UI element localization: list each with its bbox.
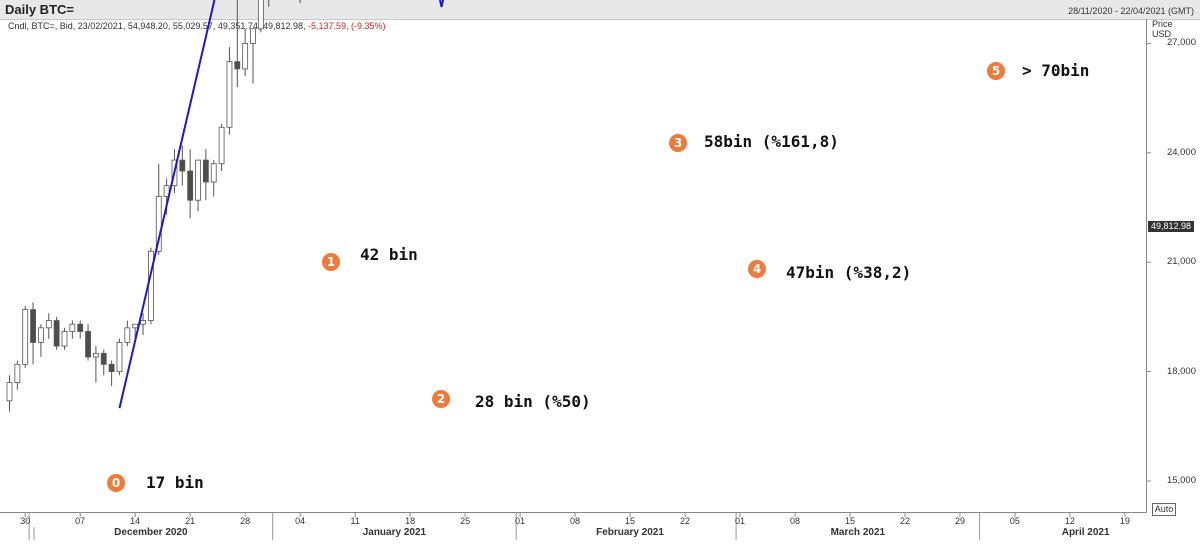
y-tick-label: 24,000 bbox=[1166, 146, 1196, 158]
wave-label-4: 47bin (%38,2) bbox=[786, 263, 912, 282]
x-tick-label: 07 bbox=[75, 516, 86, 526]
x-tick-label: 05 bbox=[1009, 516, 1020, 526]
x-tick-label: 21 bbox=[185, 516, 196, 526]
wave-label-1: 42 bin bbox=[360, 245, 418, 264]
wave-badge-5: 5 bbox=[987, 62, 1005, 80]
candle-body bbox=[250, 28, 256, 44]
date-range: 28/11/2020 - 22/04/2021 (GMT) bbox=[1068, 6, 1194, 16]
candle-body bbox=[100, 352, 107, 365]
wave-label-5: > 70bin bbox=[1022, 61, 1090, 80]
x-tick-label: 04 bbox=[295, 516, 306, 526]
x-tick-label: 11 bbox=[350, 516, 360, 526]
price-axis-currency: USD bbox=[1152, 29, 1172, 39]
candle-body bbox=[234, 61, 241, 70]
x-tick-label: 01 bbox=[515, 516, 526, 526]
x-tick-label: 29 bbox=[954, 516, 965, 526]
candle-body bbox=[202, 159, 209, 183]
price-axis-header: Price USD bbox=[1152, 19, 1173, 39]
x-tick-label: 30 bbox=[20, 516, 31, 526]
candle-body bbox=[195, 159, 201, 201]
candle-body bbox=[218, 126, 225, 165]
candle-body bbox=[210, 163, 217, 183]
y-tick-label: 21,000 bbox=[1166, 256, 1196, 268]
wave-badge-4: 4 bbox=[748, 260, 766, 278]
candle-body bbox=[85, 331, 91, 358]
candle-body bbox=[53, 320, 60, 347]
candle-body bbox=[187, 170, 194, 201]
x-tick-label: 22 bbox=[899, 516, 910, 526]
x-tick-label: 19 bbox=[1119, 516, 1130, 526]
x-month-label: March 2021 bbox=[830, 527, 886, 538]
candle-body bbox=[22, 309, 29, 365]
ohlc-info: Cndl, BTC=, Bid, 23/02/2021, 54,948.20, … bbox=[8, 21, 386, 31]
x-tick-label: 15 bbox=[844, 516, 855, 526]
candle-body bbox=[30, 309, 36, 343]
x-tick-label: 28 bbox=[240, 516, 251, 526]
current-price-tag: 49,812.98 bbox=[1148, 221, 1194, 232]
candle-body bbox=[116, 342, 123, 373]
candle-body bbox=[140, 320, 146, 325]
y-tick-label: 15,000 bbox=[1166, 475, 1196, 486]
candle-body bbox=[69, 323, 76, 332]
candle-body bbox=[242, 43, 249, 70]
candle-body bbox=[124, 327, 131, 343]
x-tick-label: 08 bbox=[570, 516, 581, 526]
chart-header: Daily BTC= 28/11/2020 - 22/04/2021 (GMT) bbox=[0, 0, 1200, 20]
x-tick-label: 12 bbox=[1064, 516, 1075, 526]
wave-label-2: 28 bin (%50) bbox=[475, 392, 591, 411]
candle-body bbox=[257, 0, 264, 30]
plot-area bbox=[0, 19, 1147, 513]
wave-badge-0: 0 bbox=[107, 474, 125, 492]
x-tick-label: 14 bbox=[130, 516, 141, 526]
wave-badge-1: 1 bbox=[322, 253, 340, 271]
candle-body bbox=[61, 331, 68, 347]
candle-body bbox=[179, 159, 186, 172]
candle-body bbox=[14, 363, 21, 383]
x-tick-label: 22 bbox=[680, 516, 691, 526]
wave-path-line bbox=[118, 0, 445, 409]
candle-body bbox=[226, 61, 233, 128]
x-tick-label: 01 bbox=[734, 516, 746, 526]
ohlc-values: Cndl, BTC=, Bid, 23/02/2021, 54,948.20, … bbox=[8, 21, 306, 31]
candle-body bbox=[6, 382, 13, 402]
candle-body bbox=[93, 352, 99, 358]
x-month-label: December 2020 bbox=[114, 527, 188, 538]
auto-scale-button[interactable]: Auto bbox=[1152, 503, 1176, 516]
y-tick-label: 27,000 bbox=[1166, 37, 1196, 49]
wave-label-0: 17 bin bbox=[146, 473, 204, 492]
candle-body bbox=[132, 323, 139, 329]
x-tick-label: 25 bbox=[460, 516, 471, 526]
price-axis-title: Price bbox=[1152, 19, 1173, 29]
y-tick-label: 18,000 bbox=[1166, 365, 1196, 377]
wave-badge-2: 2 bbox=[432, 390, 450, 408]
wave-badge-3: 3 bbox=[669, 134, 687, 152]
candle-body bbox=[77, 323, 84, 332]
price-change: -5,137.59, (-9.35%) bbox=[308, 21, 386, 31]
x-tick-label: 15 bbox=[625, 516, 636, 526]
x-month-label: February 2021 bbox=[596, 527, 664, 538]
candle-body bbox=[38, 327, 44, 343]
candle-body bbox=[155, 196, 162, 252]
wave-label-3: 58bin (%161,8) bbox=[704, 132, 839, 151]
candle-body bbox=[108, 363, 115, 373]
x-month-label: January 2021 bbox=[362, 527, 427, 538]
x-month-label: April 2021 bbox=[1061, 527, 1110, 538]
candle-body bbox=[45, 320, 52, 329]
chart-title: Daily BTC= bbox=[5, 2, 74, 17]
x-tick-label: 18 bbox=[405, 516, 416, 526]
x-tick-label: 08 bbox=[789, 516, 801, 526]
